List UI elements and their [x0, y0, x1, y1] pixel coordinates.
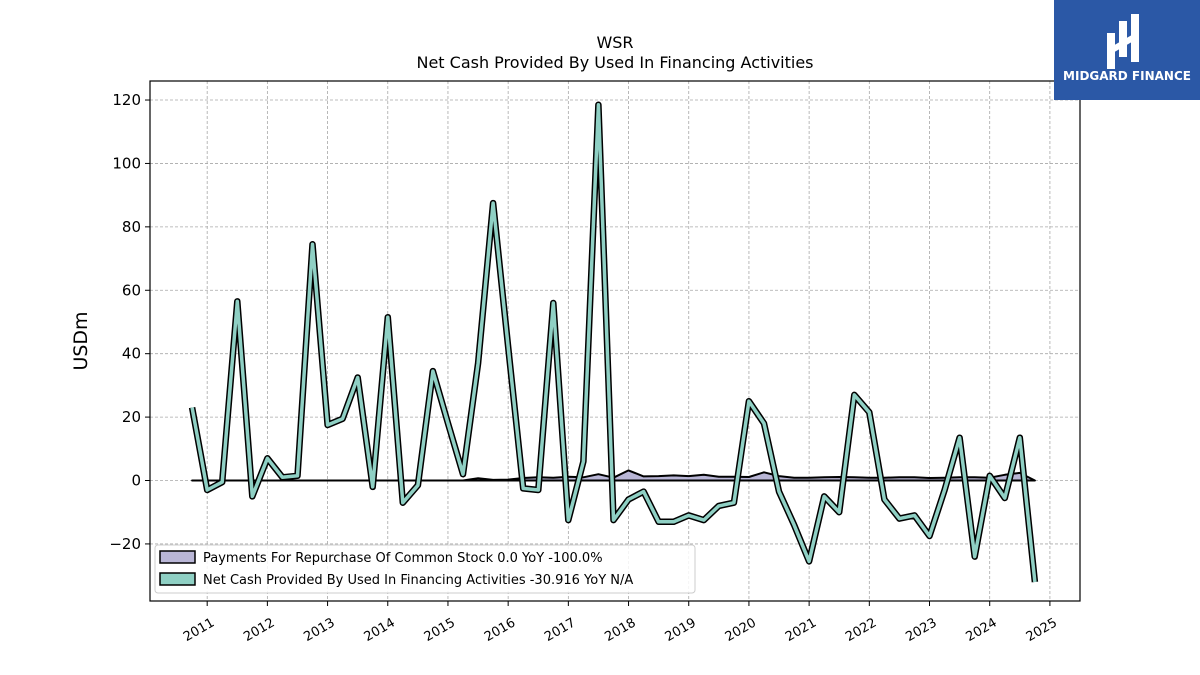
y-axis-label: USDm — [70, 311, 92, 370]
x-tick-label: 2024 — [964, 615, 1000, 645]
x-axis: 2011 2012 2013 2014 2015 2016 2017 2018 2019 2020… — [181, 601, 1060, 645]
grid — [150, 81, 1080, 601]
x-tick-label: 2017 — [542, 615, 578, 645]
series-line-financing — [190, 103, 1037, 583]
brand-name: MIDGARD FINANCE — [1063, 69, 1191, 83]
x-tick-label: 2018 — [602, 615, 638, 645]
y-tick-label: 20 — [122, 408, 141, 426]
logo-mark-icon — [1107, 14, 1139, 69]
y-tick-label: 100 — [112, 154, 141, 172]
legend-box — [154, 544, 696, 594]
x-tick-label: 2012 — [241, 615, 277, 645]
legend-label-financing: Net Cash Provided By Used In Financing A… — [203, 573, 633, 588]
y-tick-label: 120 — [112, 91, 141, 109]
legend: Payments For Repurchase Of Common Stock … — [154, 544, 696, 594]
y-tick-label: 0 — [131, 472, 141, 490]
x-tick-label: 2013 — [301, 615, 337, 645]
x-tick-label: 2015 — [422, 615, 458, 645]
x-tick-label: 2022 — [843, 615, 879, 645]
legend-swatch-financing — [159, 572, 196, 586]
y-tick-label: 40 — [122, 345, 141, 363]
chart-subtitle: Net Cash Provided By Used In Financing A… — [416, 53, 813, 72]
x-tick-label: 2014 — [362, 615, 398, 645]
x-tick-label: 2023 — [903, 615, 939, 645]
brand-logo: MIDGARD FINANCE — [1054, 0, 1200, 100]
y-axis: −20 0 20 40 60 80 100 120 — [109, 91, 150, 553]
y-tick-label: −20 — [109, 535, 141, 553]
x-tick-label: 2016 — [482, 615, 518, 645]
series-layer — [188, 101, 1039, 583]
x-tick-label: 2025 — [1024, 615, 1060, 645]
y-tick-label: 80 — [122, 218, 141, 236]
x-tick-label: 2020 — [723, 615, 759, 645]
x-tick-label: 2011 — [181, 615, 217, 645]
legend-swatch-repurchase — [159, 550, 196, 564]
chart-title: WSR — [596, 33, 633, 52]
x-tick-label: 2021 — [783, 615, 819, 645]
legend-label-repurchase: Payments For Repurchase Of Common Stock … — [203, 551, 603, 566]
series-area-repurchase — [191, 469, 1036, 482]
plot-frame — [149, 80, 1081, 602]
x-tick-label: 2019 — [663, 615, 699, 645]
y-tick-label: 60 — [122, 281, 141, 299]
